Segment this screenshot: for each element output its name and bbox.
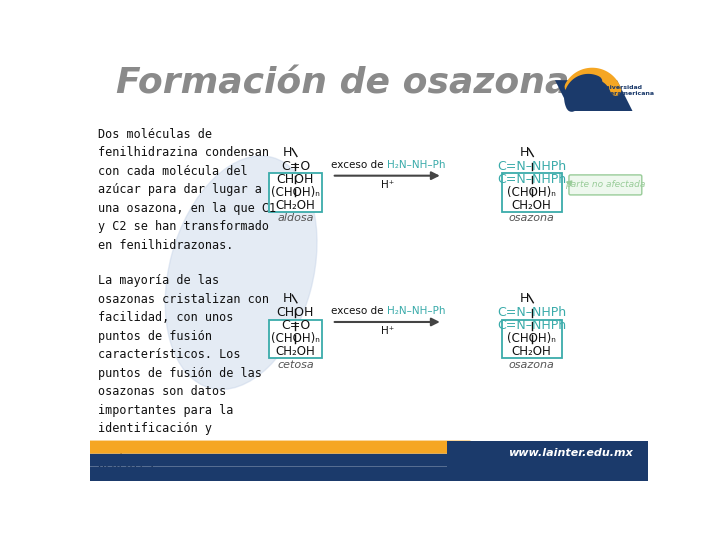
Text: H₂N–NH–Ph: H₂N–NH–Ph [387,306,446,316]
Text: C=N–NHPh: C=N–NHPh [498,173,567,186]
Text: C=O: C=O [281,159,310,172]
Text: aldosa: aldosa [277,213,314,224]
Text: CHOH: CHOH [276,306,314,319]
Text: osazona: osazona [509,360,554,370]
Bar [90,467,648,481]
Polygon shape [555,80,632,111]
Text: (CHOH)ₙ: (CHOH)ₙ [508,332,556,345]
Text: H⁺: H⁺ [381,179,394,190]
Text: H: H [283,292,292,305]
Text: (CHOH)ₙ: (CHOH)ₙ [508,186,556,199]
FancyBboxPatch shape [502,320,562,358]
Ellipse shape [165,156,317,389]
Text: exceso de: exceso de [331,159,387,170]
Text: CH₂OH: CH₂OH [512,199,552,212]
FancyBboxPatch shape [269,173,322,212]
Text: C=N–NHPh: C=N–NHPh [498,306,567,319]
FancyBboxPatch shape [569,175,642,195]
Text: (CHOH)ₙ: (CHOH)ₙ [271,186,320,199]
Text: CH₂OH: CH₂OH [276,199,315,212]
Text: www.lainter.edu.mx: www.lainter.edu.mx [508,448,633,458]
Text: Dos moléculas de
fenilhidrazina condensan
con cada molécula del
azúcar para dar : Dos moléculas de fenilhidrazina condensa… [98,128,276,252]
Text: osazona: osazona [509,213,554,224]
Text: CH₂OH: CH₂OH [512,345,552,358]
Text: C=N–NHPh: C=N–NHPh [498,159,567,172]
Text: CH₂OH: CH₂OH [276,345,315,358]
Text: Universidad
Interamericana: Universidad Interamericana [600,85,654,96]
Polygon shape [446,441,648,467]
Text: cetosa: cetosa [277,360,314,370]
Text: H: H [519,292,528,305]
Text: C=N–NHPh: C=N–NHPh [498,319,567,332]
Text: H⁺: H⁺ [381,326,394,336]
Text: CHOH: CHOH [276,173,314,186]
Text: Formación de osazonas: Formación de osazonas [116,66,591,100]
Polygon shape [90,441,508,454]
Text: parte no afectada: parte no afectada [565,180,646,190]
FancyBboxPatch shape [502,173,562,212]
FancyBboxPatch shape [269,320,322,358]
Text: H₂N–NH–Ph: H₂N–NH–Ph [387,159,446,170]
Text: exceso de: exceso de [331,306,387,316]
Text: C=O: C=O [281,319,310,332]
Text: (CHOH)ₙ: (CHOH)ₙ [271,332,320,345]
Text: H: H [519,146,528,159]
Text: H: H [283,146,292,159]
Polygon shape [90,454,547,467]
Text: La mayoría de las
osazonas cristalizan con
facilidad, con unos
puntos de fusión
: La mayoría de las osazonas cristalizan c… [98,274,269,472]
